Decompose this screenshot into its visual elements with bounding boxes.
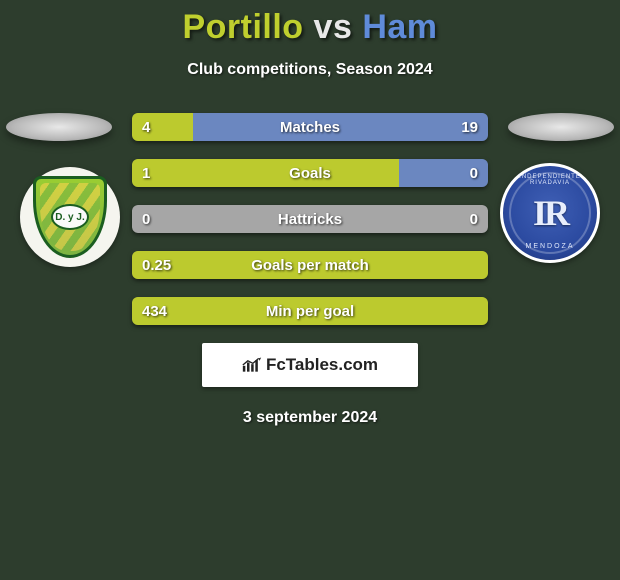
date-line: 3 september 2024 (0, 409, 620, 427)
club-crest-right: INDEPENDIENTE RIVADAVIA IR MENDOZA (500, 163, 600, 263)
stat-value-left: 0.25 (142, 251, 171, 279)
comparison-content: D. y J. INDEPENDIENTE RIVADAVIA IR MENDO… (0, 113, 620, 427)
stat-label: Min per goal (132, 297, 488, 325)
crest-right-arc-top: INDEPENDIENTE RIVADAVIA (503, 174, 597, 186)
crest-left-initials: D. y J. (51, 204, 89, 230)
player-shadow-left (6, 113, 112, 141)
page-title: Portillo vs Ham (0, 0, 620, 47)
stat-value-left: 434 (142, 297, 167, 325)
stat-value-right: 0 (470, 159, 478, 187)
stat-value-left: 0 (142, 205, 150, 233)
stat-row: Min per goal434 (132, 297, 488, 325)
stat-label: Matches (132, 113, 488, 141)
title-vs: vs (314, 8, 353, 46)
shield-icon: D. y J. (33, 176, 107, 258)
brand-text: FcTables.com (266, 355, 378, 375)
crest-right-arc-bottom: MENDOZA (503, 243, 597, 250)
stat-label: Hattricks (132, 205, 488, 233)
stat-value-left: 1 (142, 159, 150, 187)
stat-value-right: 19 (461, 113, 478, 141)
stat-row: Goals1 0 (132, 159, 488, 187)
subtitle: Club competitions, Season 2024 (0, 61, 620, 79)
stat-value-left: 4 (142, 113, 150, 141)
stat-row: Goals per match0.25 (132, 251, 488, 279)
brand-badge: FcTables.com (202, 343, 418, 387)
stat-value-right: 0 (470, 205, 478, 233)
stat-label: Goals per match (132, 251, 488, 279)
chart-icon (242, 357, 262, 373)
title-left: Portillo (182, 8, 303, 46)
stat-bars: Matches419Goals10Hattricks00Goals per ma… (132, 113, 488, 325)
player-shadow-right (508, 113, 614, 141)
stat-label: Goals (132, 159, 488, 187)
stat-row: Matches4 19 (132, 113, 488, 141)
club-crest-left: D. y J. (20, 167, 120, 267)
stat-row: Hattricks0 0 (132, 205, 488, 233)
title-right: Ham (362, 8, 437, 46)
